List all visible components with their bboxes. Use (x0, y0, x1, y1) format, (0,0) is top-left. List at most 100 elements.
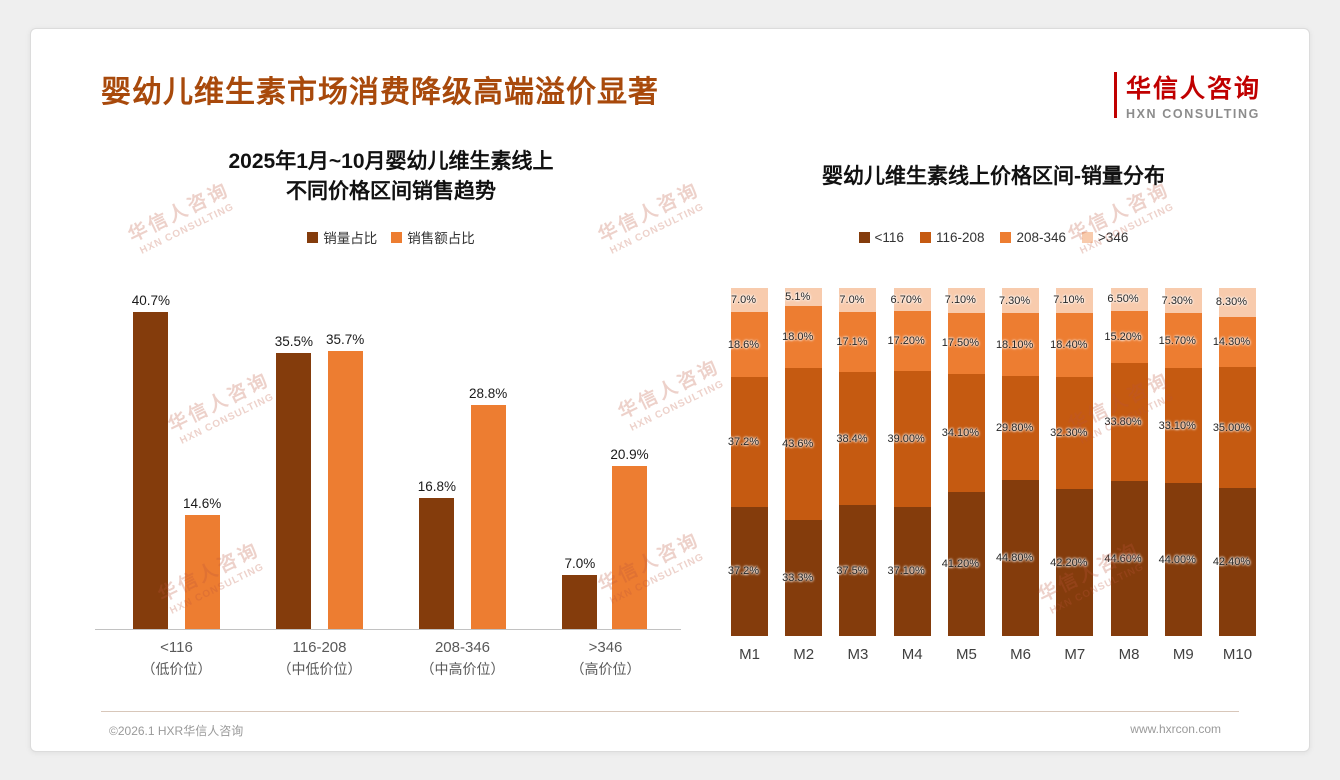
legend-swatch (1082, 231, 1094, 243)
x-axis-line (95, 629, 681, 630)
bar-with-label: 20.9% (610, 447, 649, 629)
footer-divider (101, 711, 1239, 712)
copyright-text: ©2026.1 HXR华信人咨询 (109, 724, 244, 738)
bar-segment: 37.10% (888, 506, 931, 636)
segment-value-label: 15.20% (1104, 331, 1142, 344)
left-chart-plot: 40.7% 14.6% <116 （低价位） 35.5% 35.7% 116-208 （中低价… (91, 257, 691, 679)
legend-label: 116-208 (935, 229, 985, 245)
bar-value-label: 28.8% (469, 386, 508, 401)
month-label: M4 (901, 645, 923, 663)
month-label: M1 (739, 646, 760, 664)
legend-item: 116-208 (919, 229, 985, 245)
bar-group: 40.7% 14.6% <116 （低价位） (105, 257, 248, 679)
stacked-bar: 7.30% 18.10% 29.80% 44.80% (996, 288, 1040, 636)
bar-segment: 18.0% (782, 305, 823, 369)
charts-area: 2025年1月~10月婴幼儿维生素线上 不同价格区间销售趋势 销量占比 销售额占比… (91, 147, 1266, 679)
stacked-bar-column: 7.30% 15.70% 33.10% 44.00% M9 (1159, 288, 1202, 664)
bar-group: 35.5% 35.7% 116-208 （中低价位） (248, 257, 391, 679)
segment-value-label: 37.5% (836, 564, 868, 577)
bar (133, 312, 169, 629)
bar-pair: 7.0% 20.9% (562, 257, 649, 629)
legend-swatch (858, 231, 870, 243)
company-logo: 华信人咨询 HXN CONSULTING (1113, 69, 1261, 121)
bar-segment: 15.70% (1159, 313, 1202, 368)
segment-value-label: 8.30% (1215, 296, 1248, 309)
stacked-bar: 6.70% 17.20% 39.00% 37.10% (888, 288, 931, 636)
right-chart-title: 婴幼儿维生素线上价格区间-销量分布 (822, 165, 1165, 188)
bar-segment: 17.1% (836, 312, 877, 372)
category-main: 116-208 (292, 639, 347, 656)
bar (327, 351, 363, 629)
category-main: 208-346 (434, 639, 491, 656)
bar (470, 405, 506, 629)
month-label: M10 (1222, 646, 1253, 664)
bar-segment: 14.30% (1213, 316, 1256, 367)
bar-segment: 7.10% (1053, 288, 1094, 313)
month-label: M9 (1172, 646, 1194, 664)
segment-value-label: 34.10% (941, 426, 980, 439)
bar-value-label: 35.5% (274, 334, 313, 349)
bar-segment: 37.2% (727, 506, 768, 637)
bar-segment: 6.70% (891, 288, 931, 312)
category-label: >346 （高价位） (571, 639, 641, 679)
segment-value-label: 17.20% (887, 335, 925, 348)
legend-swatch (919, 231, 931, 243)
bar (184, 515, 220, 629)
grouped-bar-chart: 2025年1月~10月婴幼儿维生素线上 不同价格区间销售趋势 销量占比 销售额占比… (91, 147, 691, 679)
bar-value-label: 16.8% (417, 479, 456, 494)
stacked-bar-column: 7.30% 18.10% 29.80% 44.80% M6 (996, 288, 1040, 663)
slide-card: 婴幼儿维生素市场消费降级高端溢价显著 华信人咨询 HXN CONSULTING … (30, 28, 1310, 752)
segment-value-label: 37.10% (887, 565, 925, 578)
bar-segment: 6.50% (1107, 288, 1148, 311)
right-chart-plot: 7.0% 18.6% 37.2% 37.2% M1 5.1% 18.0% 43.6% 33.3%… (721, 288, 1266, 663)
bar-segment: 18.6% (727, 312, 768, 378)
page-title: 婴幼儿维生素市场消费降级高端溢价显著 (101, 76, 659, 109)
bar (612, 466, 647, 629)
bar-with-label: 16.8% (418, 479, 456, 629)
stacked-bar-column: 7.0% 17.1% 38.4% 37.5% M3 (836, 288, 877, 663)
bar-segment: 37.2% (728, 377, 768, 507)
bar-with-label: 35.5% (275, 334, 313, 629)
legend-label: >346 (1098, 229, 1129, 245)
logo-cn-text: 华信人咨询 (1125, 75, 1261, 103)
stacked-bar-column: 7.0% 18.6% 37.2% 37.2% M1 (727, 288, 768, 664)
logo-accent-bar (1113, 72, 1117, 118)
segment-value-label: 7.30% (1161, 294, 1193, 307)
month-label: M2 (793, 645, 815, 663)
website-url: www.hxrcon.com (1130, 722, 1221, 736)
bar-segment: 29.80% (996, 376, 1040, 481)
segment-value-label: 37.2% (727, 565, 760, 578)
segment-value-label: 41.20% (941, 557, 980, 570)
bar-segment: 5.1% (785, 288, 823, 306)
segment-value-label: 18.40% (1050, 338, 1088, 351)
category-label: 208-346 （中高价位） (421, 639, 505, 679)
segment-value-label: 18.0% (782, 330, 814, 343)
segment-value-label: 29.80% (995, 422, 1034, 435)
bar-segment: 15.20% (1104, 310, 1148, 364)
segment-value-label: 17.50% (941, 337, 980, 350)
stacked-bar: 7.0% 17.1% 38.4% 37.5% (836, 288, 877, 636)
bar-segment: 44.60% (1104, 481, 1148, 637)
bar-segment: 37.5% (836, 505, 877, 636)
legend-item: 销量占比 (307, 227, 377, 247)
bar-with-label: 28.8% (469, 386, 507, 629)
bar-with-label: 7.0% (562, 556, 598, 629)
legend-label: 销量占比 (323, 231, 378, 246)
stacked-bar: 7.10% 17.50% 34.10% 41.20% (942, 288, 985, 636)
segment-value-label: 42.40% (1212, 556, 1251, 569)
segment-value-label: 44.00% (1158, 553, 1196, 566)
bar-segment: 18.40% (1050, 312, 1094, 377)
category-sub: （高价位） (570, 661, 641, 677)
segment-value-label: 7.0% (839, 294, 865, 307)
segment-value-label: 18.6% (727, 338, 760, 351)
category-sub: （中高价位） (420, 661, 505, 677)
segment-value-label: 14.30% (1212, 335, 1251, 348)
segment-value-label: 6.50% (1107, 293, 1139, 306)
bar-with-label: 14.6% (183, 496, 221, 629)
legend-item: >346 (1082, 230, 1128, 245)
month-label: M7 (1064, 645, 1086, 663)
stacked-bar-column: 6.70% 17.20% 39.00% 37.10% M4 (888, 288, 931, 663)
segment-value-label: 42.20% (1050, 556, 1088, 569)
bar-segment: 34.10% (942, 373, 985, 493)
stacked-bar-column: 7.10% 18.40% 32.30% 42.20% M7 (1050, 288, 1094, 663)
